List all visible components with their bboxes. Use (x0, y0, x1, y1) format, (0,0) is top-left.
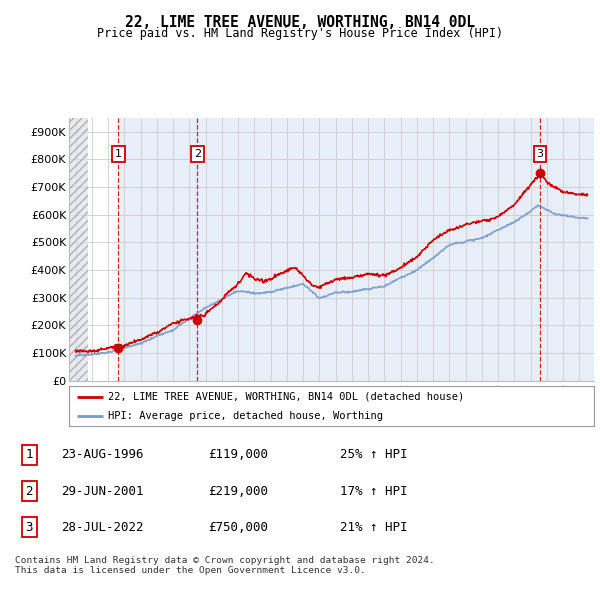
Text: 1: 1 (26, 448, 33, 461)
Text: 2: 2 (26, 484, 33, 498)
Text: 23-AUG-1996: 23-AUG-1996 (61, 448, 143, 461)
Text: Price paid vs. HM Land Registry's House Price Index (HPI): Price paid vs. HM Land Registry's House … (97, 27, 503, 40)
Text: 1: 1 (115, 149, 122, 159)
Text: 21% ↑ HPI: 21% ↑ HPI (340, 521, 408, 534)
Text: 22, LIME TREE AVENUE, WORTHING, BN14 0DL (detached house): 22, LIME TREE AVENUE, WORTHING, BN14 0DL… (109, 392, 464, 402)
Bar (540, 118, 594, 381)
Bar (69, 118, 88, 381)
Text: 2: 2 (194, 149, 201, 159)
Text: 25% ↑ HPI: 25% ↑ HPI (340, 448, 408, 461)
Text: £750,000: £750,000 (208, 521, 268, 534)
Bar (197, 118, 540, 381)
Text: £119,000: £119,000 (208, 448, 268, 461)
Text: Contains HM Land Registry data © Crown copyright and database right 2024.
This d: Contains HM Land Registry data © Crown c… (15, 556, 435, 575)
Bar (118, 118, 197, 381)
Text: £219,000: £219,000 (208, 484, 268, 498)
Text: 17% ↑ HPI: 17% ↑ HPI (340, 484, 408, 498)
Text: 28-JUL-2022: 28-JUL-2022 (61, 521, 143, 534)
Text: 3: 3 (536, 149, 544, 159)
Text: 29-JUN-2001: 29-JUN-2001 (61, 484, 143, 498)
Text: HPI: Average price, detached house, Worthing: HPI: Average price, detached house, Wort… (109, 411, 383, 421)
Text: 22, LIME TREE AVENUE, WORTHING, BN14 0DL: 22, LIME TREE AVENUE, WORTHING, BN14 0DL (125, 15, 475, 30)
Text: 3: 3 (26, 521, 33, 534)
